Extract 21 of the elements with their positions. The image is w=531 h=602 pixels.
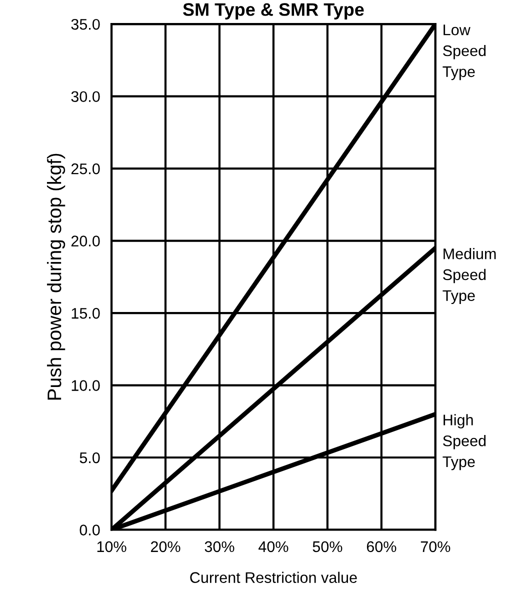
series-label: Medium Speed Type <box>442 248 496 304</box>
y-tick-label: 35.0 <box>71 18 100 30</box>
y-tick-label: 25.0 <box>71 163 100 174</box>
x-tick-label: 20% <box>150 541 180 552</box>
y-tick-label: 15.0 <box>72 308 100 319</box>
x-tick-label: 60% <box>366 541 396 552</box>
y-tick-label: 20.0 <box>71 236 100 246</box>
x-tick-label: 50% <box>312 541 342 552</box>
x-axis-title: Current Restriction value <box>190 572 357 583</box>
series-label: Low Speed Type <box>442 24 486 80</box>
series-label: High Speed Type <box>442 414 486 470</box>
y-tick-label: 5.0 <box>80 452 100 464</box>
x-tick-label: 30% <box>204 541 234 552</box>
x-tick-label: 10% <box>97 541 126 552</box>
y-tick-label: 30.0 <box>71 91 100 102</box>
chart-title: SM Type & SMR Type <box>183 3 364 20</box>
x-tick-label: 40% <box>258 541 288 552</box>
y-axis-title: Push power during stop (kgf) <box>46 154 66 400</box>
x-tick-label: 70% <box>420 541 450 552</box>
y-tick-label: 10.0 <box>72 380 100 391</box>
y-tick-label: 0.0 <box>80 524 100 536</box>
